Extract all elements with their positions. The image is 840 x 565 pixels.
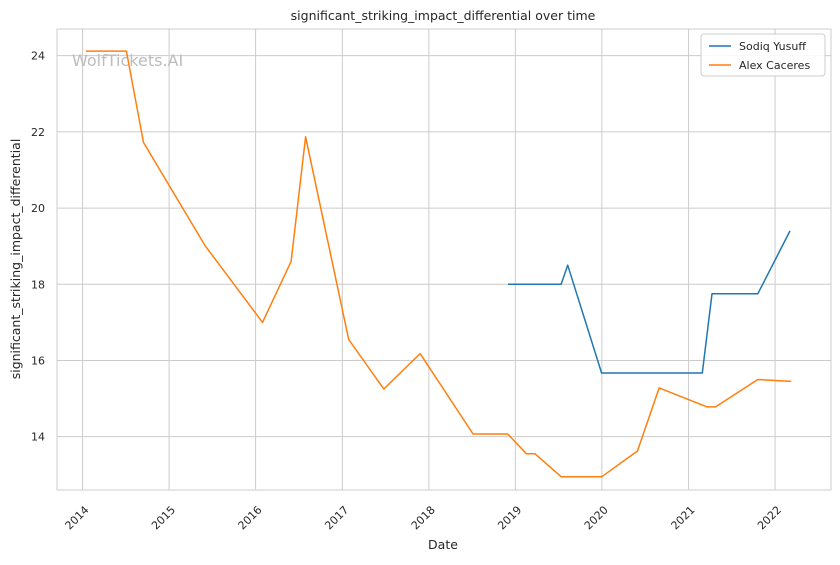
y-tick-label: 22: [31, 126, 45, 139]
x-tick-label: 2019: [495, 503, 524, 532]
x-tick-label: 2022: [755, 503, 784, 532]
y-axis-ticks: 14 16 18 20 22 24: [31, 50, 45, 444]
grid-lines: [57, 29, 831, 490]
plot-area: [56, 28, 832, 491]
x-tick-label: 2016: [236, 503, 265, 532]
x-tick-label: 2018: [409, 503, 438, 532]
x-tick-label: 2017: [322, 503, 351, 532]
x-axis-ticks: 2014 2015 2016 2017 2018 2019 2020 2021 2022: [63, 503, 784, 532]
x-tick-label: 2015: [149, 503, 178, 532]
x-tick-label: 2020: [582, 503, 611, 532]
legend-label-alex-caceres: Alex Caceres: [739, 59, 810, 72]
x-tick-label: 2021: [669, 503, 698, 532]
chart-title: significant_striking_impact_differential…: [291, 8, 596, 23]
series-line-sodiq-yusuff: [508, 230, 791, 374]
y-tick-label: 18: [31, 278, 45, 291]
y-tick-label: 14: [31, 431, 45, 444]
series-layer: [85, 50, 792, 478]
y-tick-label: 24: [31, 50, 45, 63]
y-tick-label: 16: [31, 354, 45, 367]
x-axis-label: Date: [428, 537, 458, 552]
legend-label-sodiq-yusuff: Sodiq Yusuff: [739, 40, 806, 53]
series-line-alex-caceres: [85, 50, 792, 478]
x-tick-label: 2014: [63, 503, 92, 532]
legend-box: [700, 33, 826, 77]
y-axis-label: significant_striking_impact_differential: [8, 139, 23, 380]
y-tick-label: 20: [31, 202, 45, 215]
legend: Sodiq Yusuff Alex Caceres: [700, 33, 826, 77]
